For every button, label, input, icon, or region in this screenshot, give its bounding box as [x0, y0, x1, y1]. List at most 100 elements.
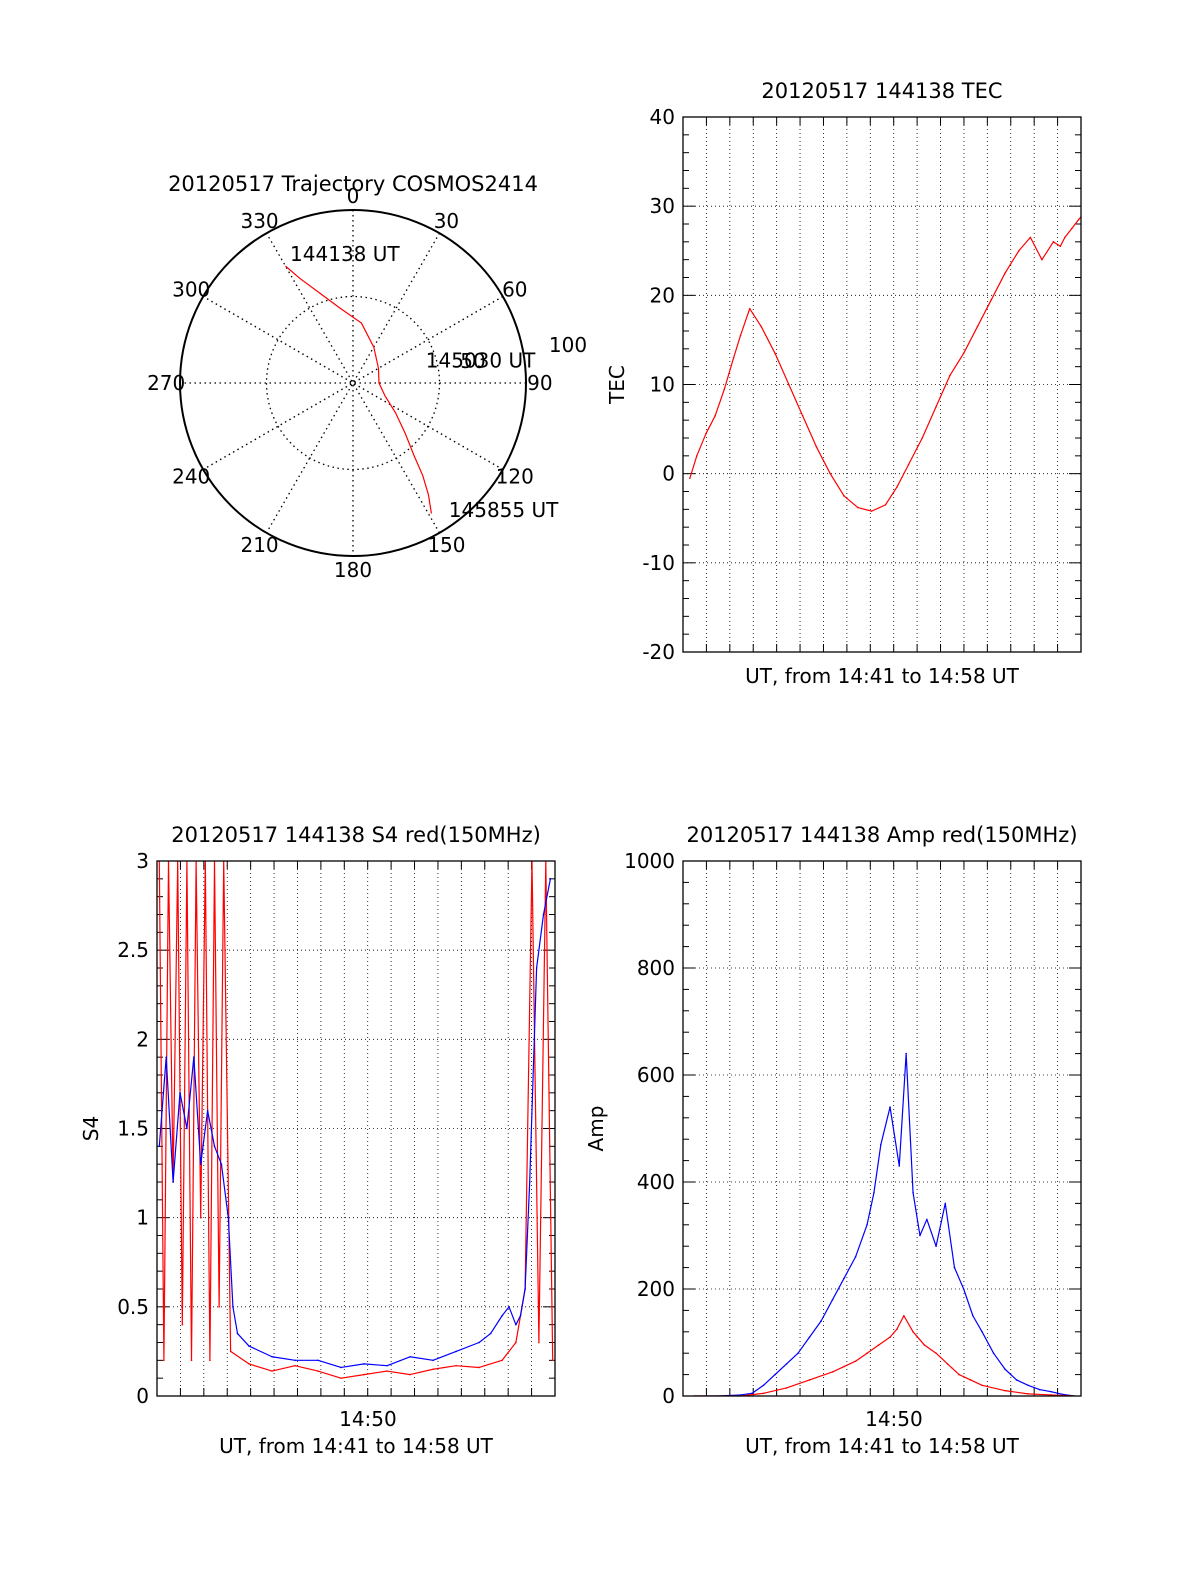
amp-series-point-1	[903, 1314, 905, 1317]
s4-series-point-1	[213, 1145, 216, 1148]
tec-series-point-0	[1052, 241, 1055, 243]
tec-series-point-0	[896, 486, 898, 488]
tec-series-point-0	[705, 432, 707, 435]
s4-series-point-1	[158, 1145, 161, 1148]
s4-series-point-0	[363, 1373, 365, 1376]
polar-angle-label: 120	[496, 464, 534, 488]
tec-series-point-0	[748, 307, 751, 310]
s4-series-point-0	[409, 1373, 411, 1376]
trajectory-annotation-2: 145855 UT	[449, 498, 559, 522]
amp-ytick-label: 0	[662, 1384, 675, 1408]
s4-frame	[156, 860, 556, 1397]
amp-title: 20120517 144138 Amp red(150MHz)	[686, 823, 1077, 847]
tec-series-point-0	[788, 383, 790, 386]
s4-series-point-0	[199, 1216, 202, 1219]
amp-ytick-label: 200	[637, 1277, 675, 1301]
tec-series-point-0	[976, 325, 979, 328]
s4-series-point-1	[172, 1181, 174, 1183]
s4-series-point-0	[209, 1359, 211, 1362]
amp-series-point-0	[762, 1384, 765, 1387]
s4-series-group	[158, 861, 554, 1379]
polar-angle-label: 330	[240, 209, 278, 233]
s4-series-point-1	[165, 1056, 168, 1058]
s4-series-point-1	[409, 1355, 411, 1358]
amp-xlabel: UT, from 14:41 to 14:58 UT	[745, 1434, 1020, 1458]
polar-angle-label: 60	[502, 278, 527, 302]
amp-series-point-1	[889, 1336, 891, 1338]
tec-series-point-0	[723, 388, 726, 390]
s4-series-point-1	[236, 1332, 239, 1335]
s4-series-point-1	[186, 1127, 188, 1130]
s4-panel: 20120517 144138 S4 red(150MHz) 0 0.5 1 1.5 2 2…	[79, 823, 556, 1458]
amp-series-point-0	[866, 1224, 868, 1226]
s4-title: 20120517 144138 S4 red(150MHz)	[171, 823, 541, 847]
s4-ytick-label: 1.5	[117, 1117, 149, 1141]
amp-series-point-1	[877, 1344, 880, 1346]
tec-frame	[682, 116, 1082, 653]
s4-series-point-0	[181, 1323, 184, 1326]
amp-series-point-0	[905, 1052, 907, 1055]
polar-angle-label: 300	[172, 278, 210, 302]
tec-series-point-0	[857, 506, 859, 509]
s4-series-point-0	[515, 1341, 517, 1344]
amp-series-point-0	[926, 1218, 928, 1221]
amp-series-point-1	[923, 1344, 926, 1346]
amp-series-point-1	[935, 1352, 937, 1354]
tec-ylabel: TEC	[605, 365, 629, 405]
amp-series-point-0	[751, 1392, 753, 1395]
s4-series-point-1	[501, 1314, 503, 1317]
s4-series-point-1	[340, 1366, 342, 1369]
amp-ylabel: Amp	[584, 1106, 608, 1152]
s4-ytick-label: 0.5	[117, 1295, 149, 1319]
tec-ytick-label: 10	[650, 373, 675, 397]
s4-series-point-0	[190, 1359, 193, 1362]
s4-series-point-1	[508, 1306, 510, 1308]
tec-xlabel: UT, from 14:41 to 14:58 UT	[745, 664, 1020, 688]
s4-series-point-1	[199, 1163, 202, 1165]
tec-series-point-0	[760, 325, 763, 328]
amp-series-point-1	[866, 1352, 868, 1354]
amp-ytick-label: 800	[637, 956, 675, 980]
amp-frame	[682, 860, 1082, 1397]
s4-series-line-1	[158, 878, 551, 1369]
tec-series-point-0	[1004, 272, 1006, 274]
tec-series-point-0	[1018, 249, 1020, 252]
amp-series-point-0	[820, 1320, 822, 1322]
amp-series-point-0	[1015, 1379, 1018, 1381]
amp-series-point-1	[854, 1360, 857, 1363]
amp-series-point-0	[898, 1165, 901, 1167]
s4-series-point-1	[232, 1306, 234, 1308]
s4-series-point-0	[340, 1377, 342, 1379]
tec-series-point-0	[1077, 218, 1080, 221]
s4-series-point-0	[538, 1341, 540, 1344]
s4-series-point-1	[179, 1092, 181, 1094]
tec-series-point-0	[843, 495, 845, 497]
amp-series-point-1	[969, 1379, 972, 1381]
amp-ytick-label: 400	[637, 1170, 675, 1194]
tec-series-point-0	[689, 477, 691, 479]
amp-series-point-0	[1004, 1368, 1006, 1371]
amp-series-point-0	[919, 1234, 921, 1237]
tec-series-point-0	[829, 472, 832, 475]
tec-series-point-0	[696, 455, 698, 457]
trajectory-line-0	[285, 265, 433, 514]
tec-title: 20120517 144138 TEC	[761, 79, 1002, 103]
polar-radius-label: 100	[549, 333, 587, 357]
amp-series-point-0	[880, 1143, 882, 1146]
s4-series-point-1	[271, 1355, 273, 1358]
amp-series-point-1	[946, 1363, 949, 1365]
amp-series-point-0	[1061, 1393, 1064, 1396]
s4-series-point-0	[317, 1370, 319, 1372]
tec-series-group	[689, 216, 1081, 512]
amp-series-point-1	[981, 1384, 983, 1387]
amp-series-point-0	[1050, 1390, 1052, 1393]
amp-series-point-0	[1027, 1384, 1029, 1387]
s4-series-point-1	[478, 1341, 480, 1344]
amp-series-point-0	[912, 1191, 914, 1194]
tec-series-point-0	[962, 352, 965, 355]
tec-ytick-label: 20	[650, 283, 675, 307]
amp-xtick-label: 14:50	[865, 1407, 923, 1431]
s4-series-point-0	[455, 1364, 457, 1367]
amp-ytick-label: 1000	[624, 849, 675, 873]
